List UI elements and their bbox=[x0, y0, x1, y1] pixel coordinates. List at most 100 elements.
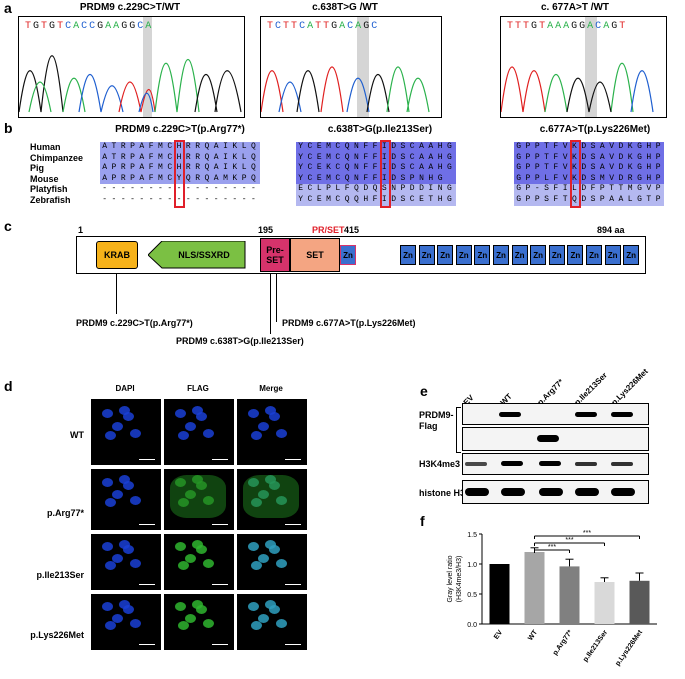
col-dapi: DAPI bbox=[115, 384, 135, 393]
micrograph-0-2 bbox=[236, 398, 308, 466]
y-axis-label: Gray level ratio (H3K4me3/H3) bbox=[447, 555, 463, 602]
base-1-11: A bbox=[113, 21, 122, 32]
lane-label-3: p.Ile213Ser bbox=[572, 370, 609, 407]
blot-prdm9-1 bbox=[462, 403, 649, 425]
species-human: Human bbox=[30, 142, 61, 152]
micrograph-3-1 bbox=[163, 593, 235, 651]
position-894: 894 aa bbox=[597, 225, 625, 235]
base-1-13: G bbox=[129, 21, 138, 32]
blot-h3k4me3 bbox=[462, 453, 649, 475]
trace-3 bbox=[501, 62, 654, 113]
chromatogram-3: TTTGTAAAGGACAGT bbox=[500, 16, 667, 118]
chromatogram-title-1: PRDM9 c.229C>T/WT bbox=[79, 2, 181, 13]
mutation-arrow-1 bbox=[116, 274, 117, 314]
base-1-4: T bbox=[57, 21, 66, 32]
zn-finger: Zn bbox=[511, 245, 528, 265]
alignment-title-1: PRDM9 c.229C>T(p.Arg77*) bbox=[115, 124, 245, 135]
bar-2 bbox=[559, 566, 580, 624]
mutation-label-2: PRDM9 c.638T>G(p.Ile213Ser) bbox=[176, 336, 304, 346]
micrograph-3-0 bbox=[90, 593, 162, 651]
base-3-9: G bbox=[579, 21, 588, 32]
base-2-8: G bbox=[331, 21, 340, 32]
x-tick-label-1: WT bbox=[527, 629, 539, 643]
base-3-3: G bbox=[531, 21, 540, 32]
position-195: 195 bbox=[258, 225, 274, 235]
x-tick-label-0: EV bbox=[493, 629, 504, 641]
species-chimpanzee: Chimpanzee bbox=[30, 152, 84, 163]
micrograph-2-1 bbox=[163, 533, 235, 591]
species-zebrafish: Zebrafish bbox=[30, 194, 71, 205]
blot-label-h3: histone H3 bbox=[419, 488, 466, 498]
bar-0 bbox=[489, 564, 510, 624]
prset-label: PR/SET bbox=[312, 225, 345, 235]
base-3-7: A bbox=[563, 21, 572, 32]
alignment-title-3: c.677A>T(p.Lys226Met) bbox=[539, 124, 651, 135]
base-2-10: C bbox=[347, 21, 356, 32]
base-3-6: A bbox=[555, 21, 564, 32]
base-2-3: T bbox=[291, 21, 300, 32]
col-flag: FLAG bbox=[187, 384, 209, 393]
mutation-label-1: PRDM9 c.229C>T(p.Arg77*) bbox=[76, 318, 193, 328]
krab-domain: KRAB bbox=[96, 241, 138, 269]
sig-label-1: *** bbox=[565, 537, 573, 544]
sig-label-2: *** bbox=[548, 544, 556, 551]
micrograph-3-2 bbox=[236, 593, 308, 651]
base-1-1: G bbox=[33, 21, 42, 32]
zn-finger: Zn bbox=[418, 245, 435, 265]
panel-label-d: d bbox=[4, 378, 13, 394]
row-ile213ser: p.Ile213Ser bbox=[36, 570, 84, 580]
panel-label-e: e bbox=[420, 383, 428, 399]
base-3-4: T bbox=[539, 21, 548, 32]
position-415: 415 bbox=[344, 225, 360, 235]
position-1: 1 bbox=[78, 225, 84, 235]
bar-4 bbox=[629, 580, 650, 624]
micrograph-1-2 bbox=[236, 468, 308, 531]
species-pig: Pig bbox=[30, 163, 45, 174]
mutation-arrow-3 bbox=[276, 274, 277, 322]
species-mouse: Mouse bbox=[30, 173, 59, 184]
zn-finger: Zn bbox=[567, 245, 584, 265]
alignment-row: ----------------- bbox=[102, 194, 256, 204]
base-2-1: C bbox=[275, 21, 284, 32]
blot-histone-h3 bbox=[462, 480, 649, 504]
base-3-14: T bbox=[619, 21, 628, 32]
base-1-5: C bbox=[65, 21, 74, 32]
y-tick-label: 1.5 bbox=[467, 532, 477, 539]
base-1-10: A bbox=[105, 21, 114, 32]
base-2-2: T bbox=[283, 21, 292, 32]
micrograph-0-0 bbox=[90, 398, 162, 466]
chromatogram-2: TCTTCATTGACAGC bbox=[260, 16, 442, 118]
chromatogram-title-2: c.638T>G /WT bbox=[312, 2, 378, 13]
base-1-8: C bbox=[89, 21, 98, 32]
row-lys226met: p.Lys226Met bbox=[30, 630, 84, 640]
base-2-7: T bbox=[323, 21, 332, 32]
set-domain: SET bbox=[290, 238, 340, 272]
micrograph-0-1 bbox=[163, 398, 235, 466]
base-1-6: A bbox=[73, 21, 82, 32]
zn-finger: Zn bbox=[530, 245, 547, 265]
mutation-arrow-2 bbox=[270, 274, 271, 334]
base-2-6: T bbox=[315, 21, 324, 32]
base-3-1: T bbox=[515, 21, 524, 32]
base-3-13: G bbox=[611, 21, 620, 32]
panel-label-a: a bbox=[4, 0, 12, 16]
base-2-11: A bbox=[355, 21, 364, 32]
base-3-2: T bbox=[523, 21, 532, 32]
x-tick-label-3: p.Ile213Ser bbox=[582, 629, 609, 664]
row-arg77: p.Arg77* bbox=[46, 508, 84, 518]
alignment-row: ----------------- bbox=[102, 184, 256, 194]
